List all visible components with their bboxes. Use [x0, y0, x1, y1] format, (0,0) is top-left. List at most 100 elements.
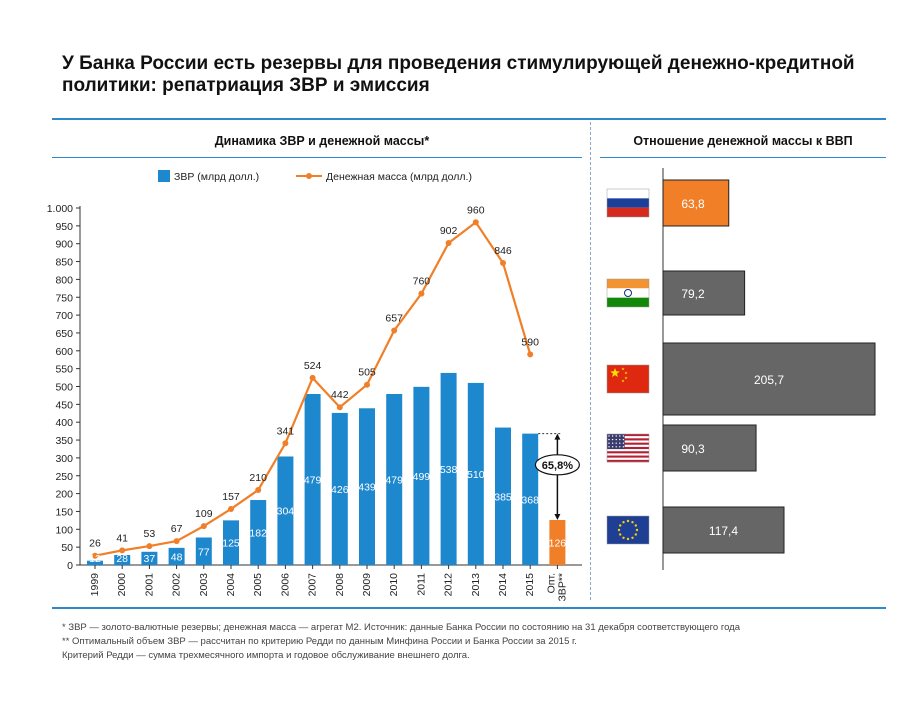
- page-title: У Банка России есть резервы для проведен…: [62, 53, 855, 96]
- x-tick-label: 1999: [89, 573, 101, 597]
- small-star-icon: [608, 442, 610, 444]
- footnote-2: ** Оптимальный объем ЗВР — рассчитан по …: [62, 636, 577, 647]
- x-tick-label: 2006: [279, 573, 291, 597]
- russia-flag: [606, 188, 650, 218]
- eu-star-icon: [622, 521, 625, 524]
- eu-star-icon: [634, 533, 637, 536]
- x-tick-label: 2007: [307, 573, 319, 597]
- annotation-ellipse: [534, 454, 581, 476]
- x-tick-label: 2009: [361, 573, 373, 597]
- money-supply-point: [336, 404, 343, 411]
- reserves-bar: [331, 412, 348, 565]
- china-flag: [606, 364, 650, 394]
- reserves-bar-label: 479: [304, 474, 322, 486]
- y-tick-label: 1.000: [47, 203, 73, 215]
- money-supply-label: 902: [440, 225, 458, 237]
- flag-stripe: [607, 446, 649, 450]
- small-star-icon: [608, 435, 610, 437]
- small-star-icon: [619, 438, 621, 441]
- money-supply-label: 26: [89, 538, 101, 550]
- money-supply-label: 210: [249, 472, 267, 484]
- footnote-1: * ЗВР — золото-валютные резервы; денежна…: [62, 622, 741, 633]
- reserves-bar: [114, 555, 131, 565]
- reserves-bar-label: 77: [198, 546, 210, 558]
- small-star-icon: [624, 376, 628, 380]
- money-supply-label: 41: [116, 532, 128, 544]
- y-tick-label: 350: [55, 435, 73, 447]
- x-tick-label: 2014: [497, 573, 509, 597]
- money-supply-point: [228, 505, 234, 512]
- y-tick-label: 450: [55, 399, 73, 411]
- flag-stripe: [607, 455, 649, 458]
- x-tick-label: 2010: [388, 573, 400, 597]
- reserves-bar: [195, 537, 212, 565]
- money-supply-label: 960: [467, 204, 485, 216]
- small-star-icon: [624, 371, 628, 375]
- flag-canton: [607, 434, 625, 450]
- x-tick-label: 2003: [198, 573, 210, 597]
- gdp-ratio-label: 63,8: [681, 197, 705, 211]
- gdp-ratio-bar: [662, 179, 730, 227]
- gdp-ratio-bar: [662, 270, 746, 316]
- reserves-bar: [250, 500, 267, 565]
- eu-flag: [606, 515, 650, 545]
- flag-stripe: [607, 459, 649, 463]
- reserves-bar: [522, 433, 539, 565]
- money-supply-point: [200, 523, 207, 530]
- eu-star-icon: [631, 536, 634, 539]
- money-supply-label: 524: [304, 360, 322, 372]
- legend-bar-swatch: [158, 170, 170, 182]
- x-tick-label: 2002: [171, 573, 183, 597]
- flag-border: [606, 515, 650, 545]
- flag-stripe-saffron: [607, 279, 649, 289]
- money-supply-point: [146, 543, 153, 550]
- money-supply-point: [364, 381, 370, 388]
- money-supply-point: [255, 487, 262, 494]
- panel-divider: [590, 122, 591, 600]
- small-star-icon: [611, 435, 614, 437]
- right-panel-rule: [600, 157, 886, 158]
- y-tick-label: 250: [55, 471, 73, 483]
- flag-stripe: [607, 442, 649, 445]
- reserves-bar: [223, 520, 239, 565]
- reserves-bar: [440, 372, 457, 565]
- chakra-icon: [624, 289, 632, 297]
- small-star-icon: [608, 438, 610, 441]
- flag-field: [607, 365, 649, 393]
- flag-stripe: [607, 438, 649, 441]
- y-tick-label: 700: [55, 310, 73, 322]
- x-tick-label: 2005: [252, 573, 264, 597]
- money-supply-point: [119, 547, 126, 554]
- flag-stripe: [607, 444, 649, 448]
- eu-star-icon: [619, 524, 622, 527]
- y-tick-label: 900: [55, 239, 73, 251]
- y-tick-label: 550: [55, 364, 73, 376]
- legend-bar-label: ЗВР (млрд долл.): [174, 171, 259, 183]
- reserves-bar: [495, 427, 511, 565]
- y-tick-label: 150: [55, 506, 73, 518]
- flag-stripe-green: [607, 297, 649, 307]
- gdp-ratio-bar: [662, 342, 876, 416]
- money-supply-point: [527, 351, 534, 358]
- money-supply-point: [500, 259, 506, 266]
- money-supply-label: 53: [144, 528, 156, 540]
- flag-stripe-blue: [607, 198, 649, 208]
- flag-border: [606, 188, 650, 218]
- money-supply-point: [418, 290, 425, 297]
- small-star-icon: [622, 435, 625, 437]
- money-supply-label: 341: [277, 425, 295, 437]
- india-flag: [606, 278, 650, 308]
- eu-star-icon: [634, 524, 637, 527]
- usa-flag: [606, 433, 650, 463]
- small-star-icon: [622, 442, 625, 444]
- money-to-gdp-chart: 63,8 79,2 205,7 90,3 117,4: [606, 168, 876, 570]
- flag-stripe: [607, 451, 649, 454]
- eu-star-icon: [626, 537, 630, 541]
- money-supply-point: [92, 552, 98, 559]
- big-star-icon: [610, 368, 620, 378]
- money-supply-label: 442: [331, 389, 349, 401]
- y-tick-label: 800: [55, 274, 73, 286]
- x-tick-label: 2001: [143, 573, 155, 597]
- reserves-bar-label: 385: [494, 491, 512, 503]
- reserves-bar: [141, 551, 158, 565]
